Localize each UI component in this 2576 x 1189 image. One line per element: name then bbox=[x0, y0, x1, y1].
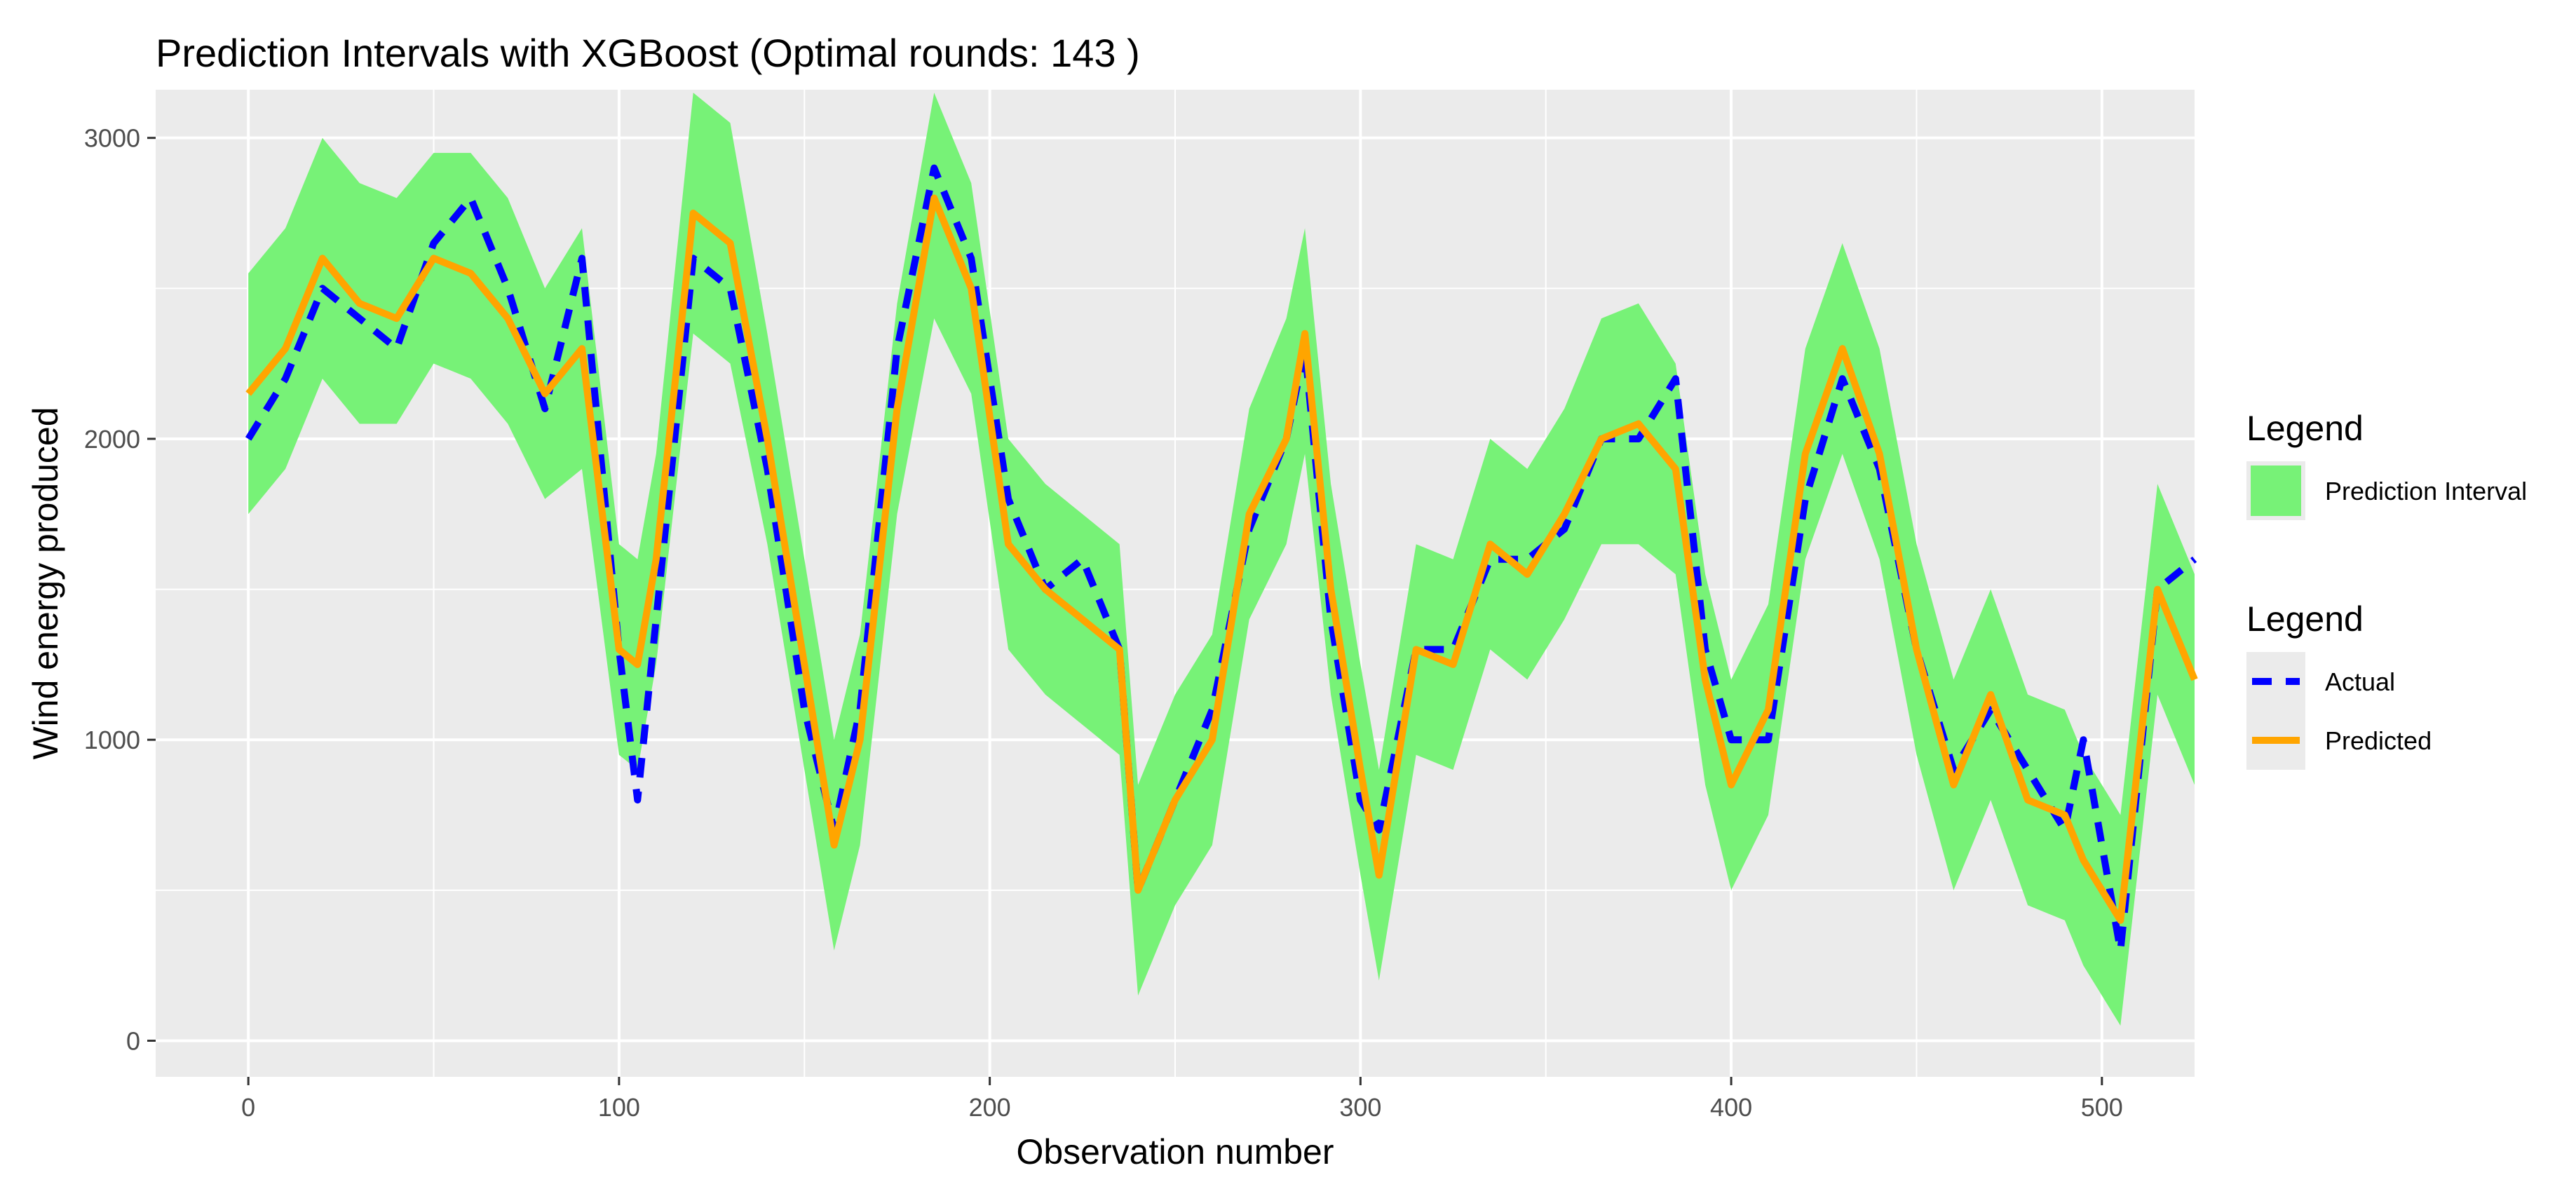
legend-title-interval: Legend bbox=[2246, 409, 2364, 448]
x-axis-ticks: 0 100 200 300 400 500 bbox=[241, 1077, 2123, 1122]
x-tick-label: 0 bbox=[241, 1093, 255, 1122]
y-tick-label: 0 bbox=[126, 1026, 140, 1055]
legend-title-lines: Legend bbox=[2246, 599, 2364, 639]
legend-label-actual: Actual bbox=[2325, 667, 2395, 696]
x-tick-label: 300 bbox=[1339, 1093, 1381, 1122]
chart-title: Prediction Intervals with XGBoost (Optim… bbox=[156, 31, 1140, 75]
y-axis-ticks: 0 1000 2000 3000 bbox=[84, 124, 156, 1055]
x-tick-label: 500 bbox=[2081, 1093, 2123, 1122]
y-tick-label: 2000 bbox=[84, 425, 140, 454]
x-axis-title: Observation number bbox=[1016, 1132, 1334, 1171]
legend: Legend Prediction Interval Legend Actual… bbox=[2246, 409, 2527, 770]
x-tick-label: 100 bbox=[598, 1093, 640, 1122]
legend-swatch-interval bbox=[2251, 466, 2301, 516]
legend-label-interval: Prediction Interval bbox=[2325, 477, 2527, 505]
y-tick-label: 1000 bbox=[84, 726, 140, 754]
y-axis-title: Wind energy produced bbox=[26, 407, 65, 759]
x-tick-label: 200 bbox=[969, 1093, 1011, 1122]
x-tick-label: 400 bbox=[1710, 1093, 1752, 1122]
legend-label-predicted: Predicted bbox=[2325, 726, 2432, 755]
predicted-line bbox=[245, 194, 2198, 924]
y-tick-label: 3000 bbox=[84, 124, 140, 153]
